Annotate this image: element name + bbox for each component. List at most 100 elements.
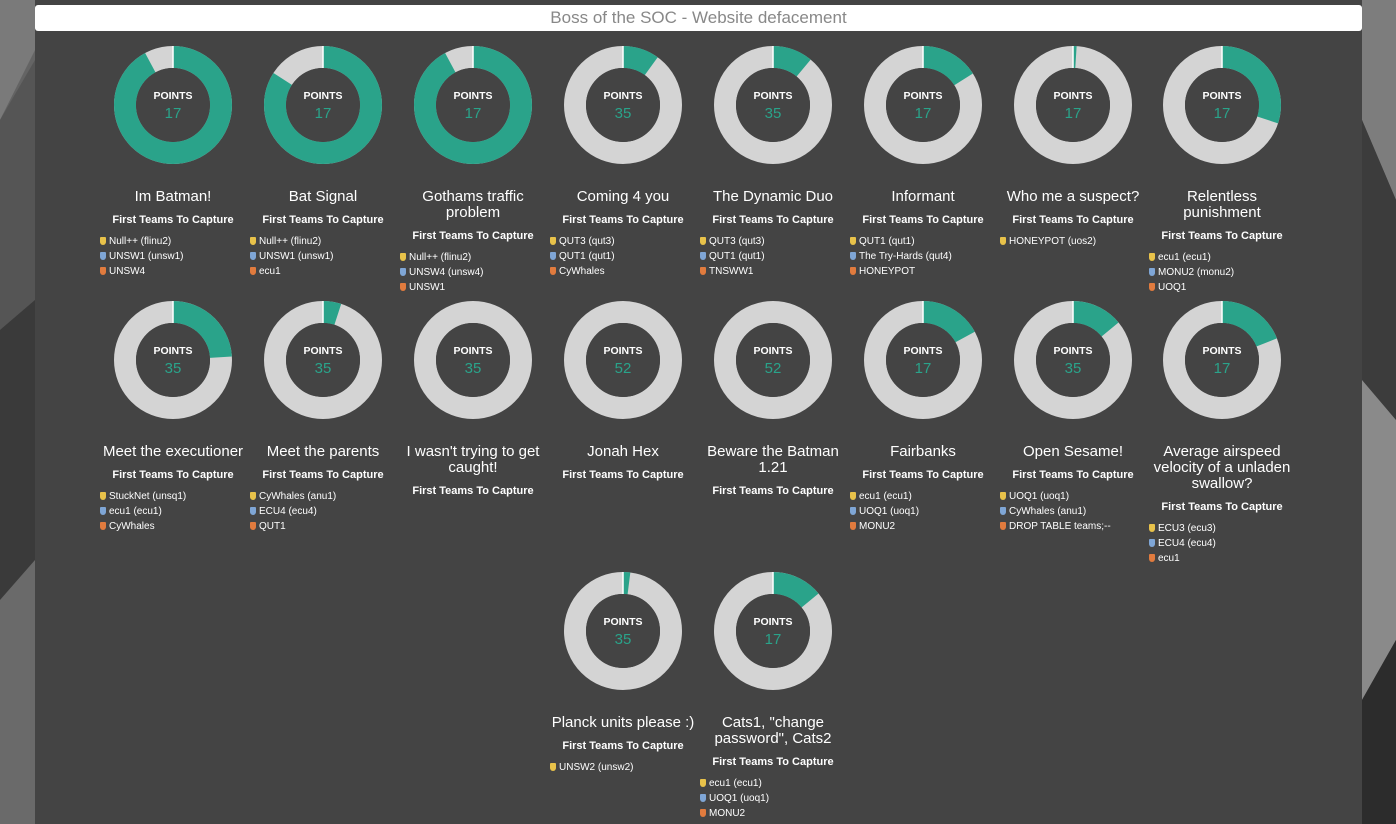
- team-name: QUT3 (qut3): [559, 236, 615, 247]
- bronze-medal-icon: [850, 267, 856, 275]
- points-label: POINTS: [1202, 90, 1241, 102]
- bronze-medal-icon: [100, 267, 106, 275]
- challenge-card[interactable]: POINTS 35 I wasn't trying to get caught! Fi…: [398, 299, 548, 497]
- bronze-medal-icon: [400, 283, 406, 291]
- team-name: UNSW1: [409, 282, 446, 293]
- gold-medal-icon: [1149, 524, 1155, 532]
- team-name: HONEYPOT (uos2): [1009, 236, 1097, 247]
- points-donut: POINTS 17: [864, 301, 982, 419]
- donut-hole: [1036, 323, 1110, 397]
- challenge-card[interactable]: POINTS 17 Gothams traffic problem First Tea…: [398, 44, 548, 295]
- points-value: 52: [765, 360, 782, 377]
- challenge-card[interactable]: POINTS 17 Informant First Teams To Capture Q…: [848, 44, 998, 279]
- page-title: Boss of the SOC - Website defacement: [35, 5, 1362, 31]
- donut-hole: [736, 594, 810, 668]
- points-label: POINTS: [153, 345, 192, 357]
- list-item: ECU3 (ecu3): [1149, 521, 1297, 536]
- first-teams-label: First Teams To Capture: [412, 230, 534, 242]
- silver-medal-icon: [1149, 539, 1155, 547]
- team-name: UNSW1 (unsw1): [109, 251, 184, 262]
- list-item: MONU2: [700, 806, 848, 821]
- challenge-card[interactable]: POINTS 35 Meet the parents First Teams To C…: [248, 299, 398, 534]
- list-item: Null++ (flinu2): [400, 250, 548, 265]
- list-item: The Try-Hards (qut4): [850, 249, 998, 264]
- team-list: QUT3 (qut3) QUT1 (qut1) CyWhales: [548, 234, 698, 279]
- bronze-medal-icon: [550, 267, 556, 275]
- points-value: 17: [315, 105, 332, 122]
- list-item: HONEYPOT: [850, 264, 998, 279]
- points-label: POINTS: [603, 616, 642, 628]
- team-name: ecu1: [1158, 553, 1180, 564]
- gold-medal-icon: [850, 492, 856, 500]
- team-name: MONU2 (monu2): [1158, 267, 1235, 278]
- team-name: UOQ1: [1158, 282, 1187, 293]
- challenge-card[interactable]: POINTS 35 Open Sesame! First Teams To Captu…: [998, 299, 1148, 534]
- challenge-card[interactable]: POINTS 35 The Dynamic Duo First Teams To Ca…: [698, 44, 848, 279]
- first-teams-label: First Teams To Capture: [862, 469, 984, 481]
- list-item: UNSW1 (unsw1): [250, 249, 398, 264]
- list-item: Null++ (flinu2): [250, 234, 398, 249]
- points-value: 35: [165, 360, 182, 377]
- points-donut: POINTS 35: [564, 572, 682, 690]
- gold-medal-icon: [700, 779, 706, 787]
- challenge-name: Coming 4 you: [576, 188, 670, 205]
- points-value: 35: [1065, 360, 1082, 377]
- donut-hole: [1185, 323, 1259, 397]
- challenge-card[interactable]: POINTS 52 Beware the Batman 1.21 First Team…: [698, 299, 848, 497]
- team-name: QUT3 (qut3): [709, 236, 765, 247]
- points-value: 17: [915, 360, 932, 377]
- challenge-card[interactable]: POINTS 35 Coming 4 you First Teams To Captu…: [548, 44, 698, 279]
- bronze-medal-icon: [700, 267, 706, 275]
- donut-hole: [436, 323, 510, 397]
- points-donut: POINTS 35: [564, 46, 682, 164]
- list-item: MONU2: [850, 519, 998, 534]
- challenge-card[interactable]: POINTS 52 Jonah Hex First Teams To Capture: [548, 299, 698, 481]
- challenge-card[interactable]: POINTS 35 Meet the executioner First Teams …: [98, 299, 248, 534]
- challenge-card[interactable]: POINTS 35 Planck units please :) First Team…: [548, 570, 698, 775]
- gold-medal-icon: [1149, 253, 1155, 261]
- list-item: ecu1: [250, 264, 398, 279]
- list-item: QUT1 (qut1): [700, 249, 848, 264]
- challenges-panel: [35, 0, 1362, 824]
- list-item: UNSW2 (unsw2): [550, 760, 698, 775]
- challenge-card[interactable]: POINTS 17 Relentless punishment First Teams…: [1147, 44, 1297, 295]
- silver-medal-icon: [1000, 507, 1006, 515]
- gold-medal-icon: [100, 492, 106, 500]
- team-name: QUT1 (qut1): [859, 236, 915, 247]
- challenge-name: Relentless punishment: [1183, 188, 1261, 221]
- first-teams-label: First Teams To Capture: [412, 485, 534, 497]
- points-value: 17: [765, 631, 782, 648]
- challenge-name: Who me a suspect?: [1006, 188, 1140, 205]
- silver-medal-icon: [550, 252, 556, 260]
- first-teams-label: First Teams To Capture: [712, 756, 834, 768]
- team-name: HONEYPOT: [859, 266, 916, 277]
- donut-track: [414, 301, 532, 419]
- list-item: QUT3 (qut3): [550, 234, 698, 249]
- challenge-card[interactable]: POINTS 17 Average airspeed velocity of a u…: [1147, 299, 1297, 566]
- team-list: ECU3 (ecu3) ECU4 (ecu4) ecu1: [1147, 521, 1297, 566]
- points-label: POINTS: [153, 90, 192, 102]
- list-item: UOQ1: [1149, 280, 1297, 295]
- first-teams-label: First Teams To Capture: [712, 485, 834, 497]
- challenge-card[interactable]: POINTS 17 Cats1, "change password", Cats2 F…: [698, 570, 848, 821]
- challenge-card[interactable]: POINTS 17 Who me a suspect? First Teams To …: [998, 44, 1148, 249]
- challenge-card[interactable]: POINTS 17 Fairbanks First Teams To Capture e…: [848, 299, 998, 534]
- challenge-card[interactable]: POINTS 17 Bat Signal First Teams To Capture…: [248, 44, 398, 279]
- points-donut: POINTS 17: [414, 46, 532, 164]
- team-name: QUT1 (qut1): [559, 251, 615, 262]
- points-label: POINTS: [753, 616, 792, 628]
- challenge-name: Fairbanks: [890, 443, 956, 460]
- team-name: DROP TABLE teams;--: [1009, 521, 1111, 532]
- team-name: CyWhales: [109, 521, 155, 532]
- team-name: QUT1: [259, 521, 286, 532]
- team-name: ecu1: [259, 266, 281, 277]
- team-list: Null++ (flinu2) UNSW1 (unsw1) ecu1: [248, 234, 398, 279]
- team-name: ECU3 (ecu3): [1158, 523, 1216, 534]
- donut-hole: [286, 68, 360, 142]
- first-teams-label: First Teams To Capture: [562, 469, 684, 481]
- team-name: UOQ1 (uoq1): [1009, 491, 1070, 502]
- bronze-medal-icon: [1149, 283, 1155, 291]
- list-item: ECU4 (ecu4): [1149, 536, 1297, 551]
- bronze-medal-icon: [1000, 522, 1006, 530]
- challenge-card[interactable]: POINTS 17 Im Batman! First Teams To Capture…: [98, 44, 248, 279]
